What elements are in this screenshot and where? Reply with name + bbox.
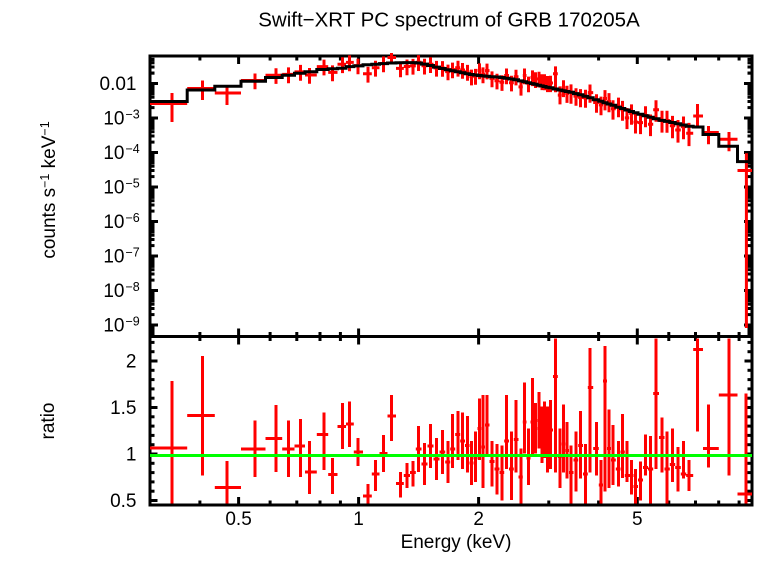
svg-text:1.5: 1.5 — [110, 398, 136, 419]
svg-text:−5: −5 — [126, 177, 140, 191]
svg-text:5: 5 — [632, 509, 643, 530]
svg-text:10: 10 — [103, 178, 124, 199]
svg-text:−7: −7 — [126, 246, 140, 260]
svg-text:−9: −9 — [126, 315, 140, 329]
svg-text:0.5: 0.5 — [225, 509, 251, 530]
svg-text:−3: −3 — [126, 108, 140, 122]
svg-text:10: 10 — [103, 316, 124, 337]
svg-text:−6: −6 — [126, 211, 140, 225]
svg-text:1: 1 — [353, 509, 364, 530]
svg-text:counts s−1 keV−1: counts s−1 keV−1 — [38, 121, 60, 258]
svg-text:Energy (keV): Energy (keV) — [401, 532, 512, 553]
svg-text:10: 10 — [103, 281, 124, 302]
svg-text:2: 2 — [126, 352, 137, 373]
svg-text:0.5: 0.5 — [110, 491, 136, 512]
svg-text:2: 2 — [473, 509, 484, 530]
svg-text:1: 1 — [126, 445, 137, 466]
svg-text:−4: −4 — [126, 142, 140, 156]
svg-text:ratio: ratio — [38, 403, 59, 440]
svg-text:10: 10 — [103, 212, 124, 233]
svg-text:−8: −8 — [126, 280, 140, 294]
svg-text:0.01: 0.01 — [100, 74, 137, 95]
svg-text:10: 10 — [103, 143, 124, 164]
svg-text:10: 10 — [103, 109, 124, 130]
svg-text:10: 10 — [103, 247, 124, 268]
svg-text:Swift−XRT PC spectrum of GRB 1: Swift−XRT PC spectrum of GRB 170205A — [258, 9, 640, 32]
